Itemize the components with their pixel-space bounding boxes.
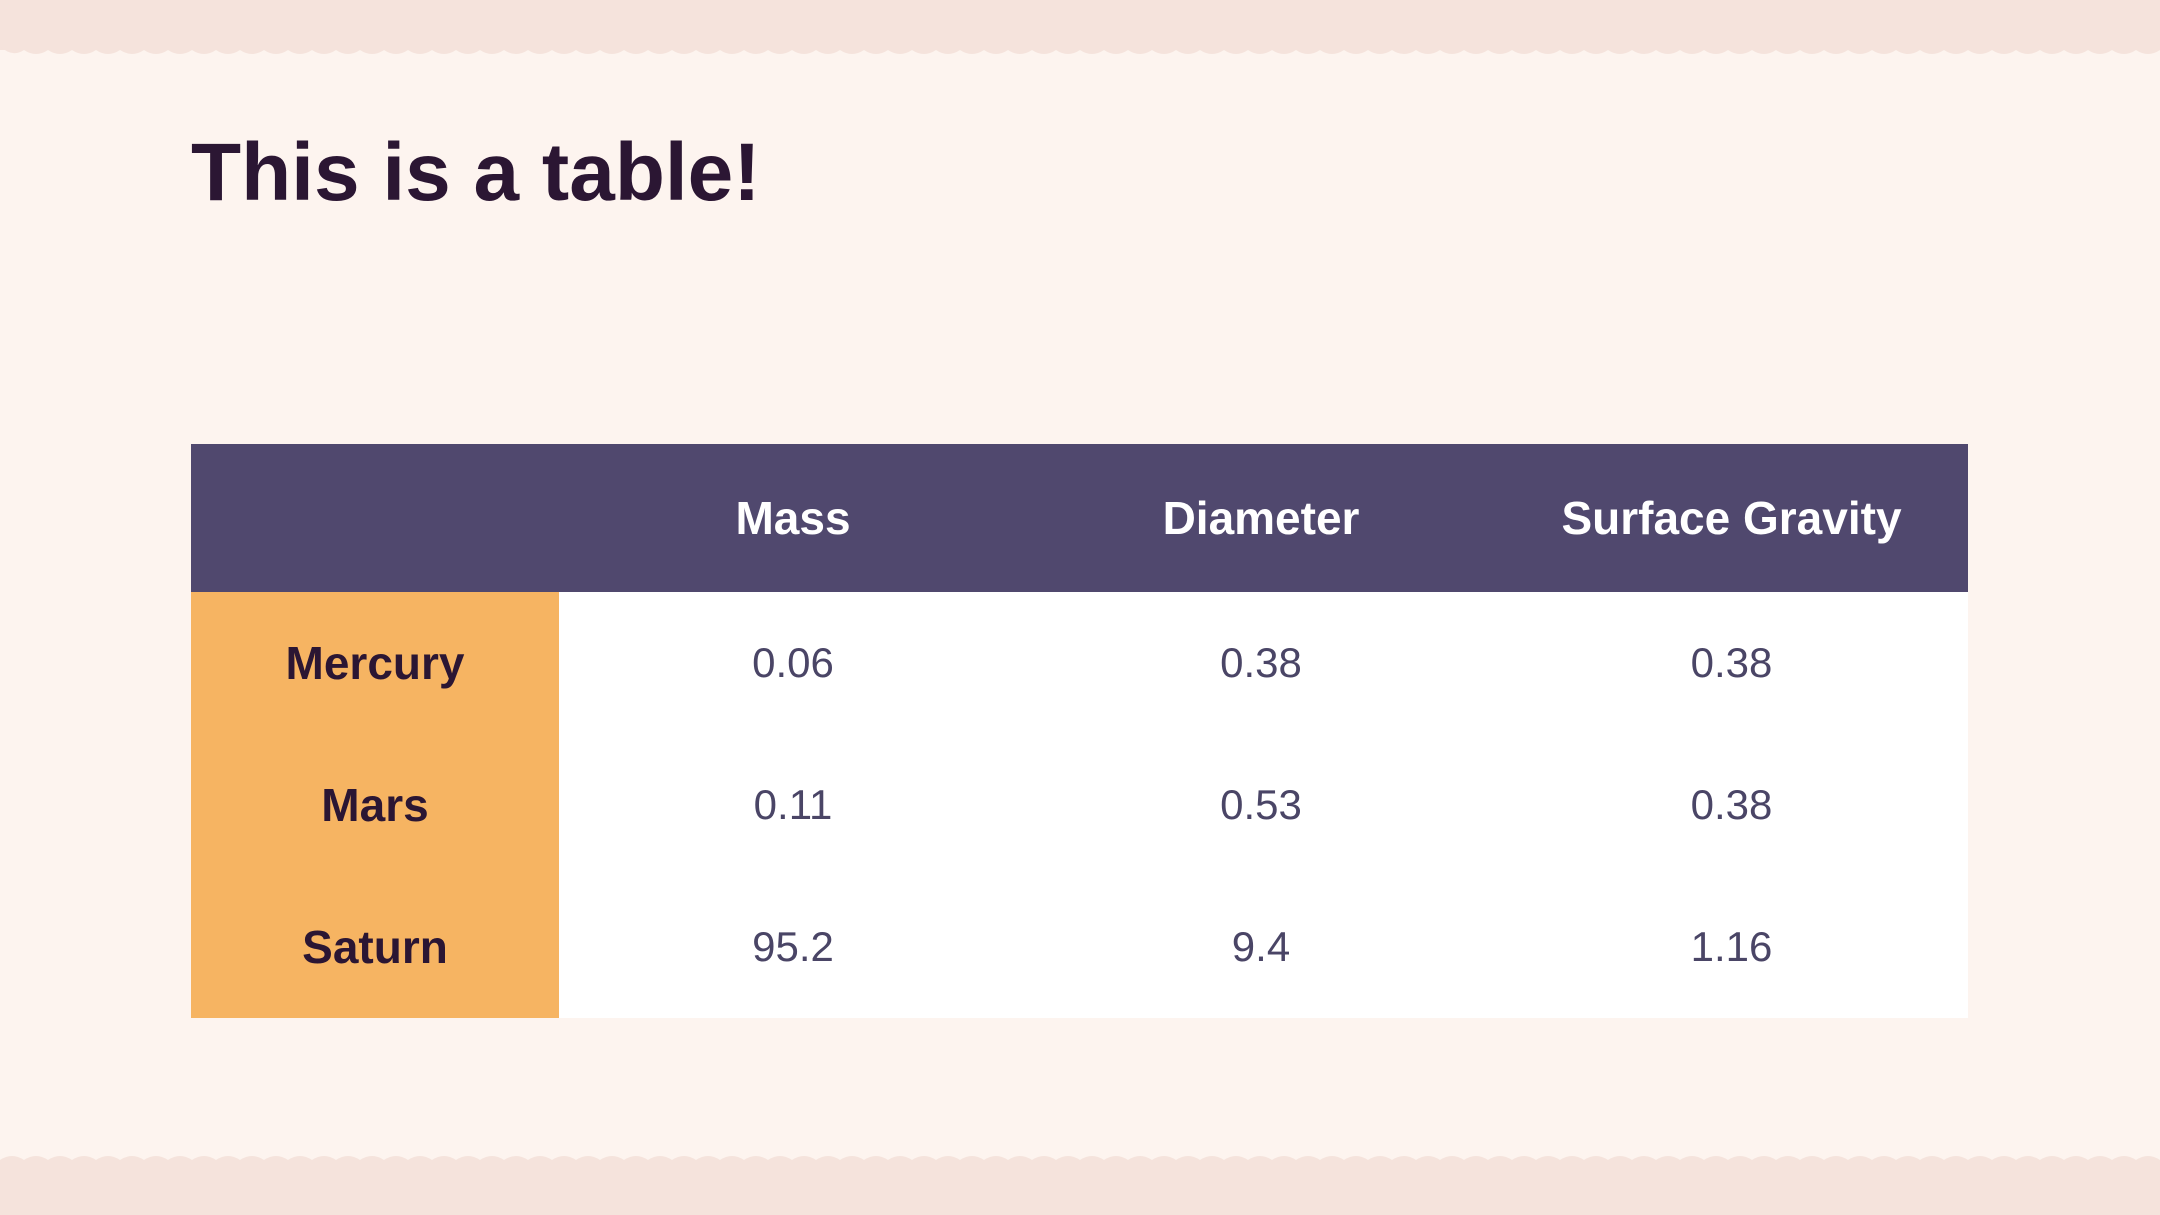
cell-gravity: 1.16 [1495,876,1968,1018]
cell-gravity: 0.38 [1495,734,1968,876]
top-wave-edge [0,46,2160,54]
table-row: Mars 0.11 0.53 0.38 [191,734,1968,876]
header-corner-cell [191,444,559,592]
bottom-decorative-band [0,1160,2160,1215]
cell-mass: 0.06 [559,592,1027,734]
cell-diameter: 0.53 [1027,734,1495,876]
cell-diameter: 9.4 [1027,876,1495,1018]
header-mass: Mass [559,444,1027,592]
page-title: This is a table! [191,127,761,218]
table-row: Saturn 95.2 9.4 1.16 [191,876,1968,1018]
cell-mass: 0.11 [559,734,1027,876]
table-row: Mercury 0.06 0.38 0.38 [191,592,1968,734]
row-label-saturn: Saturn [191,876,559,1018]
cell-diameter: 0.38 [1027,592,1495,734]
cell-gravity: 0.38 [1495,592,1968,734]
table-header-row: Mass Diameter Surface Gravity [191,444,1968,592]
row-label-mercury: Mercury [191,592,559,734]
header-diameter: Diameter [1027,444,1495,592]
top-decorative-band [0,0,2160,50]
cell-mass: 95.2 [559,876,1027,1018]
header-surface-gravity: Surface Gravity [1495,444,1968,592]
row-label-mars: Mars [191,734,559,876]
planet-data-table: Mass Diameter Surface Gravity Mercury 0.… [191,444,1968,1018]
